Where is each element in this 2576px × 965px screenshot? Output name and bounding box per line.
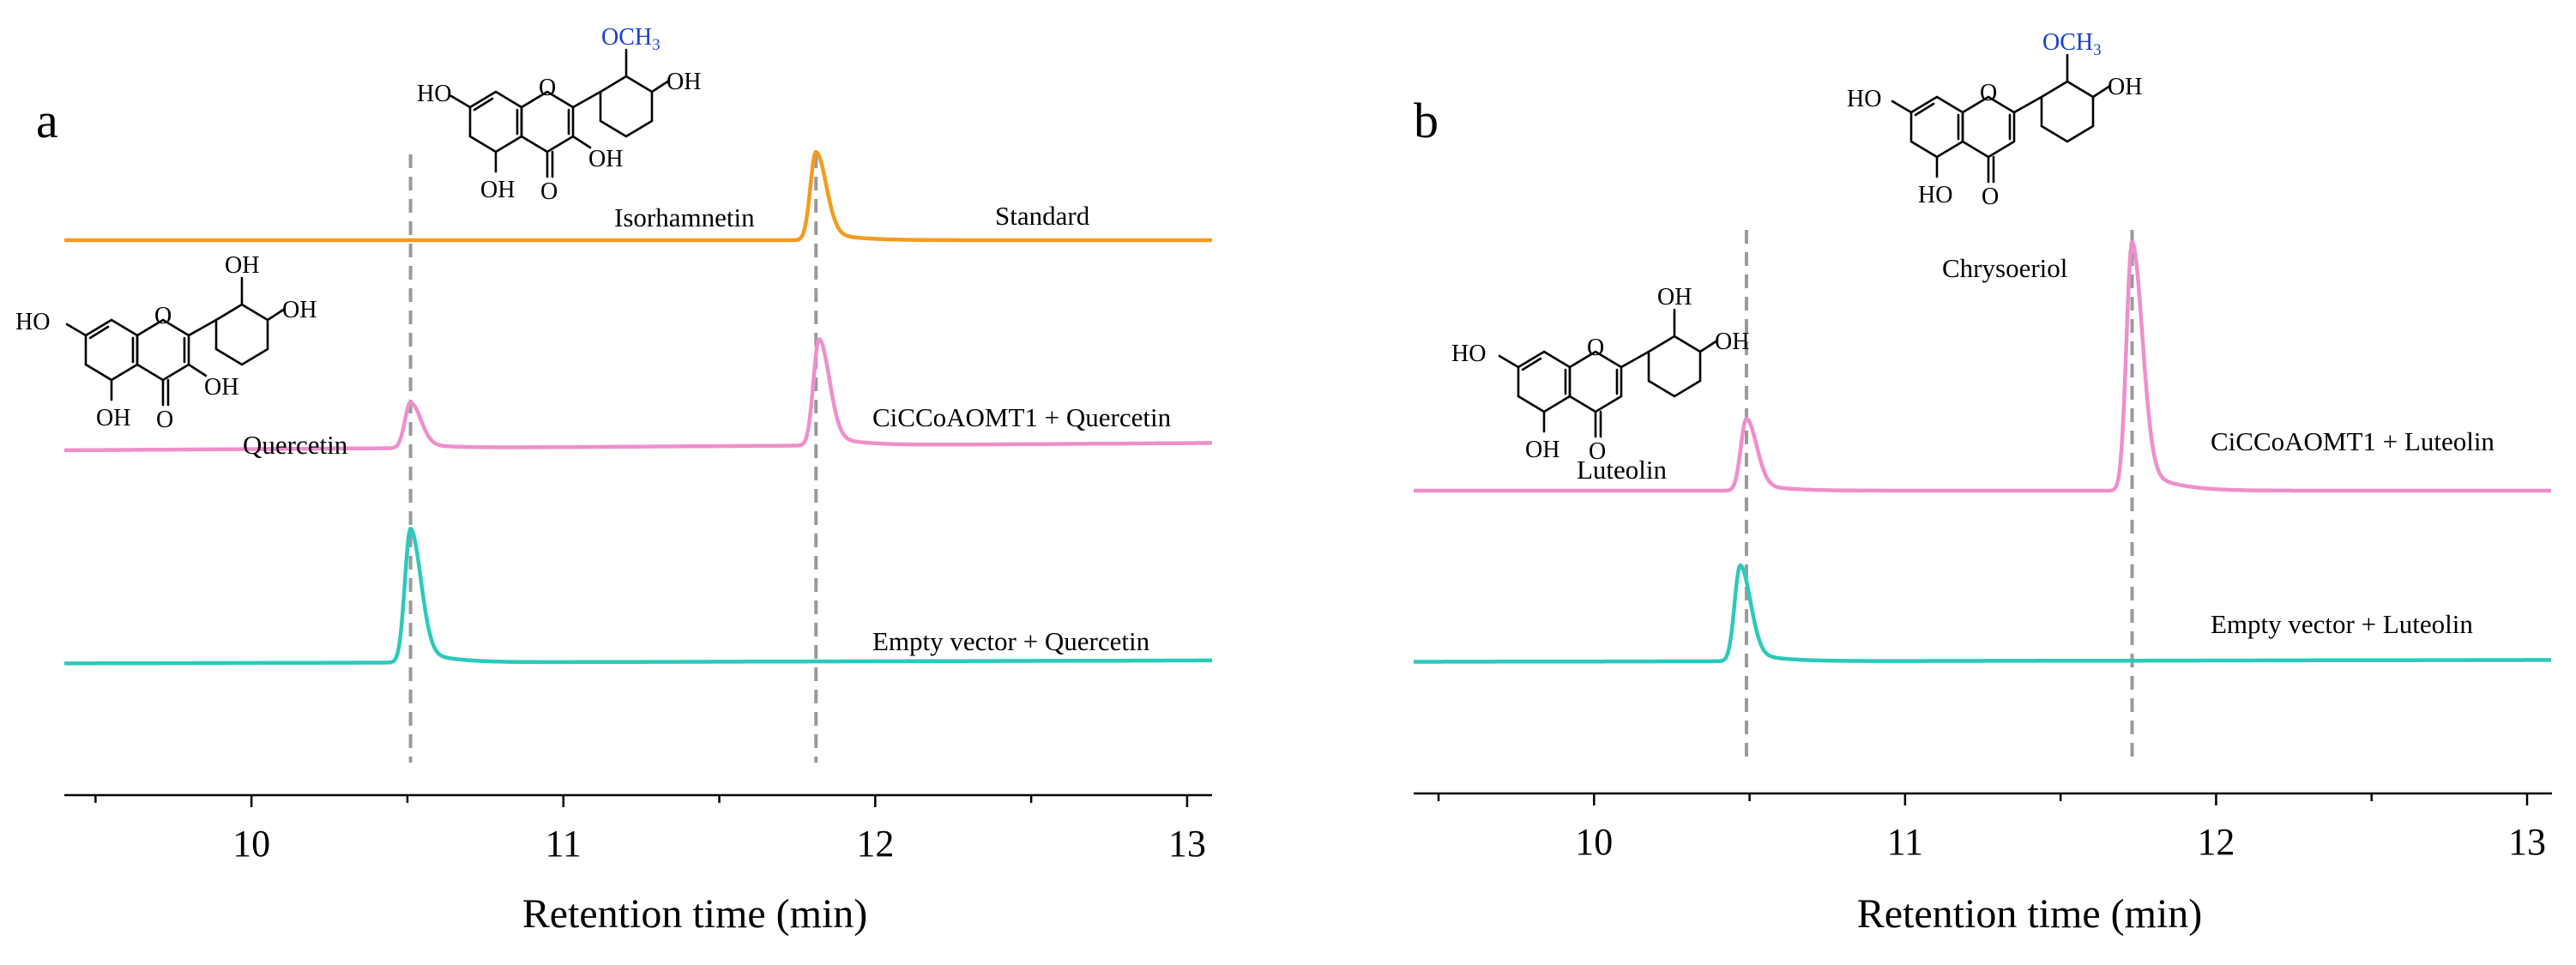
panel-a-trace-0 — [63, 149, 1213, 243]
isorhamnetin-structure: HO OH O O OH OH OCH3 — [417, 24, 701, 205]
luteolin-o-keto: O — [1589, 438, 1606, 465]
label-quercetin: Quercetin — [243, 430, 348, 460]
luteolin-oh-4p: OH — [1715, 329, 1749, 355]
label-luteolin: Luteolin — [1577, 455, 1668, 485]
luteolin-structure: HO OH O O OH OH — [1451, 284, 1749, 465]
luteolin-oh-5: OH — [1525, 437, 1559, 463]
panel-b-x-tick-label: 13 — [2508, 821, 2546, 863]
panel-a-letter: a — [36, 93, 58, 148]
chrysoeriol-ho-5: HO — [1918, 182, 1952, 208]
luteolin-oh-3p: OH — [1657, 284, 1692, 311]
panel-a-trace-2 — [63, 526, 1213, 666]
quercetin-o-keto: O — [156, 407, 173, 433]
quercetin-o-ring: O — [154, 303, 172, 329]
chrysoeriol-ho-7: HO — [1847, 86, 1881, 112]
panel-a-x-axis-title: Retention time (min) — [522, 891, 868, 937]
chrysoeriol-o-ring: O — [1980, 80, 1997, 106]
chrysoeriol-o-keto: O — [1982, 184, 1999, 210]
quercetin-oh-4p: OH — [282, 297, 317, 323]
luteolin-ho-7: HO — [1451, 341, 1486, 367]
panel-b-x-tick-label: 11 — [1887, 821, 1923, 863]
isorhamnetin-oh-4p: OH — [667, 69, 701, 95]
panel-b-label-empty-luteolin: Empty vector + Luteolin — [2211, 609, 2473, 639]
panel-b-letter: b — [1414, 93, 1439, 148]
panel-b-label-cicco-luteolin: CiCCoAOMT1 + Luteolin — [2211, 426, 2495, 456]
panel-b-x-tick-label: 12 — [2197, 821, 2235, 863]
isorhamnetin-oh-3: OH — [588, 146, 623, 172]
isorhamnetin-ho-7: HO — [417, 81, 451, 107]
chrysoeriol-structure: HO HO O O OH OCH3 — [1847, 29, 2142, 210]
panel-a-label-standard: Standard — [995, 201, 1090, 231]
label-chrysoeriol: Chrysoeriol — [1942, 253, 2067, 283]
quercetin-structure: HO OH O O OH OH OH — [15, 252, 317, 433]
label-isorhamnetin: Isorhamnetin — [614, 202, 755, 232]
quercetin-oh-3: OH — [204, 374, 238, 401]
panel-b-x-tick-label: 10 — [1575, 821, 1613, 863]
quercetin-oh-3p: OH — [225, 252, 259, 279]
panel-a-x-tick-label: 12 — [856, 823, 894, 865]
panel-a-trace-1 — [63, 337, 1213, 453]
panel-a-label-cicco-quercetin: CiCCoAOMT1 + Quercetin — [872, 402, 1172, 432]
isorhamnetin-o-keto: O — [540, 178, 558, 205]
panel-a-x-tick-label: 11 — [546, 823, 582, 865]
quercetin-oh-5: OH — [96, 405, 130, 431]
panel-a-x-tick-label: 10 — [232, 823, 270, 865]
chrysoeriol-oh-4p: OH — [2108, 74, 2142, 100]
chrysoeriol-och3: OCH3 — [2042, 29, 2102, 59]
panel-b-trace-1 — [1413, 563, 2552, 664]
isorhamnetin-o-ring: O — [539, 75, 556, 101]
panel-a-x-tick-label: 13 — [1168, 823, 1206, 865]
isorhamnetin-oh-5: OH — [480, 177, 515, 203]
panel-b-x-axis-title: Retention time (min) — [1857, 891, 2203, 937]
isorhamnetin-och3: OCH3 — [601, 24, 661, 54]
quercetin-ho-7: HO — [15, 309, 50, 335]
luteolin-o-ring: O — [1587, 335, 1604, 361]
panel-b: b 10 11 12 13 Retention time (min) CiCCoAOM… — [1413, 29, 2552, 937]
panel-b-trace-0 — [1413, 240, 2552, 493]
panel-a: a 10 11 12 13 Retention time (min) Standard… — [15, 24, 1213, 937]
panel-a-label-empty-quercetin: Empty vector + Quercetin — [872, 626, 1150, 656]
